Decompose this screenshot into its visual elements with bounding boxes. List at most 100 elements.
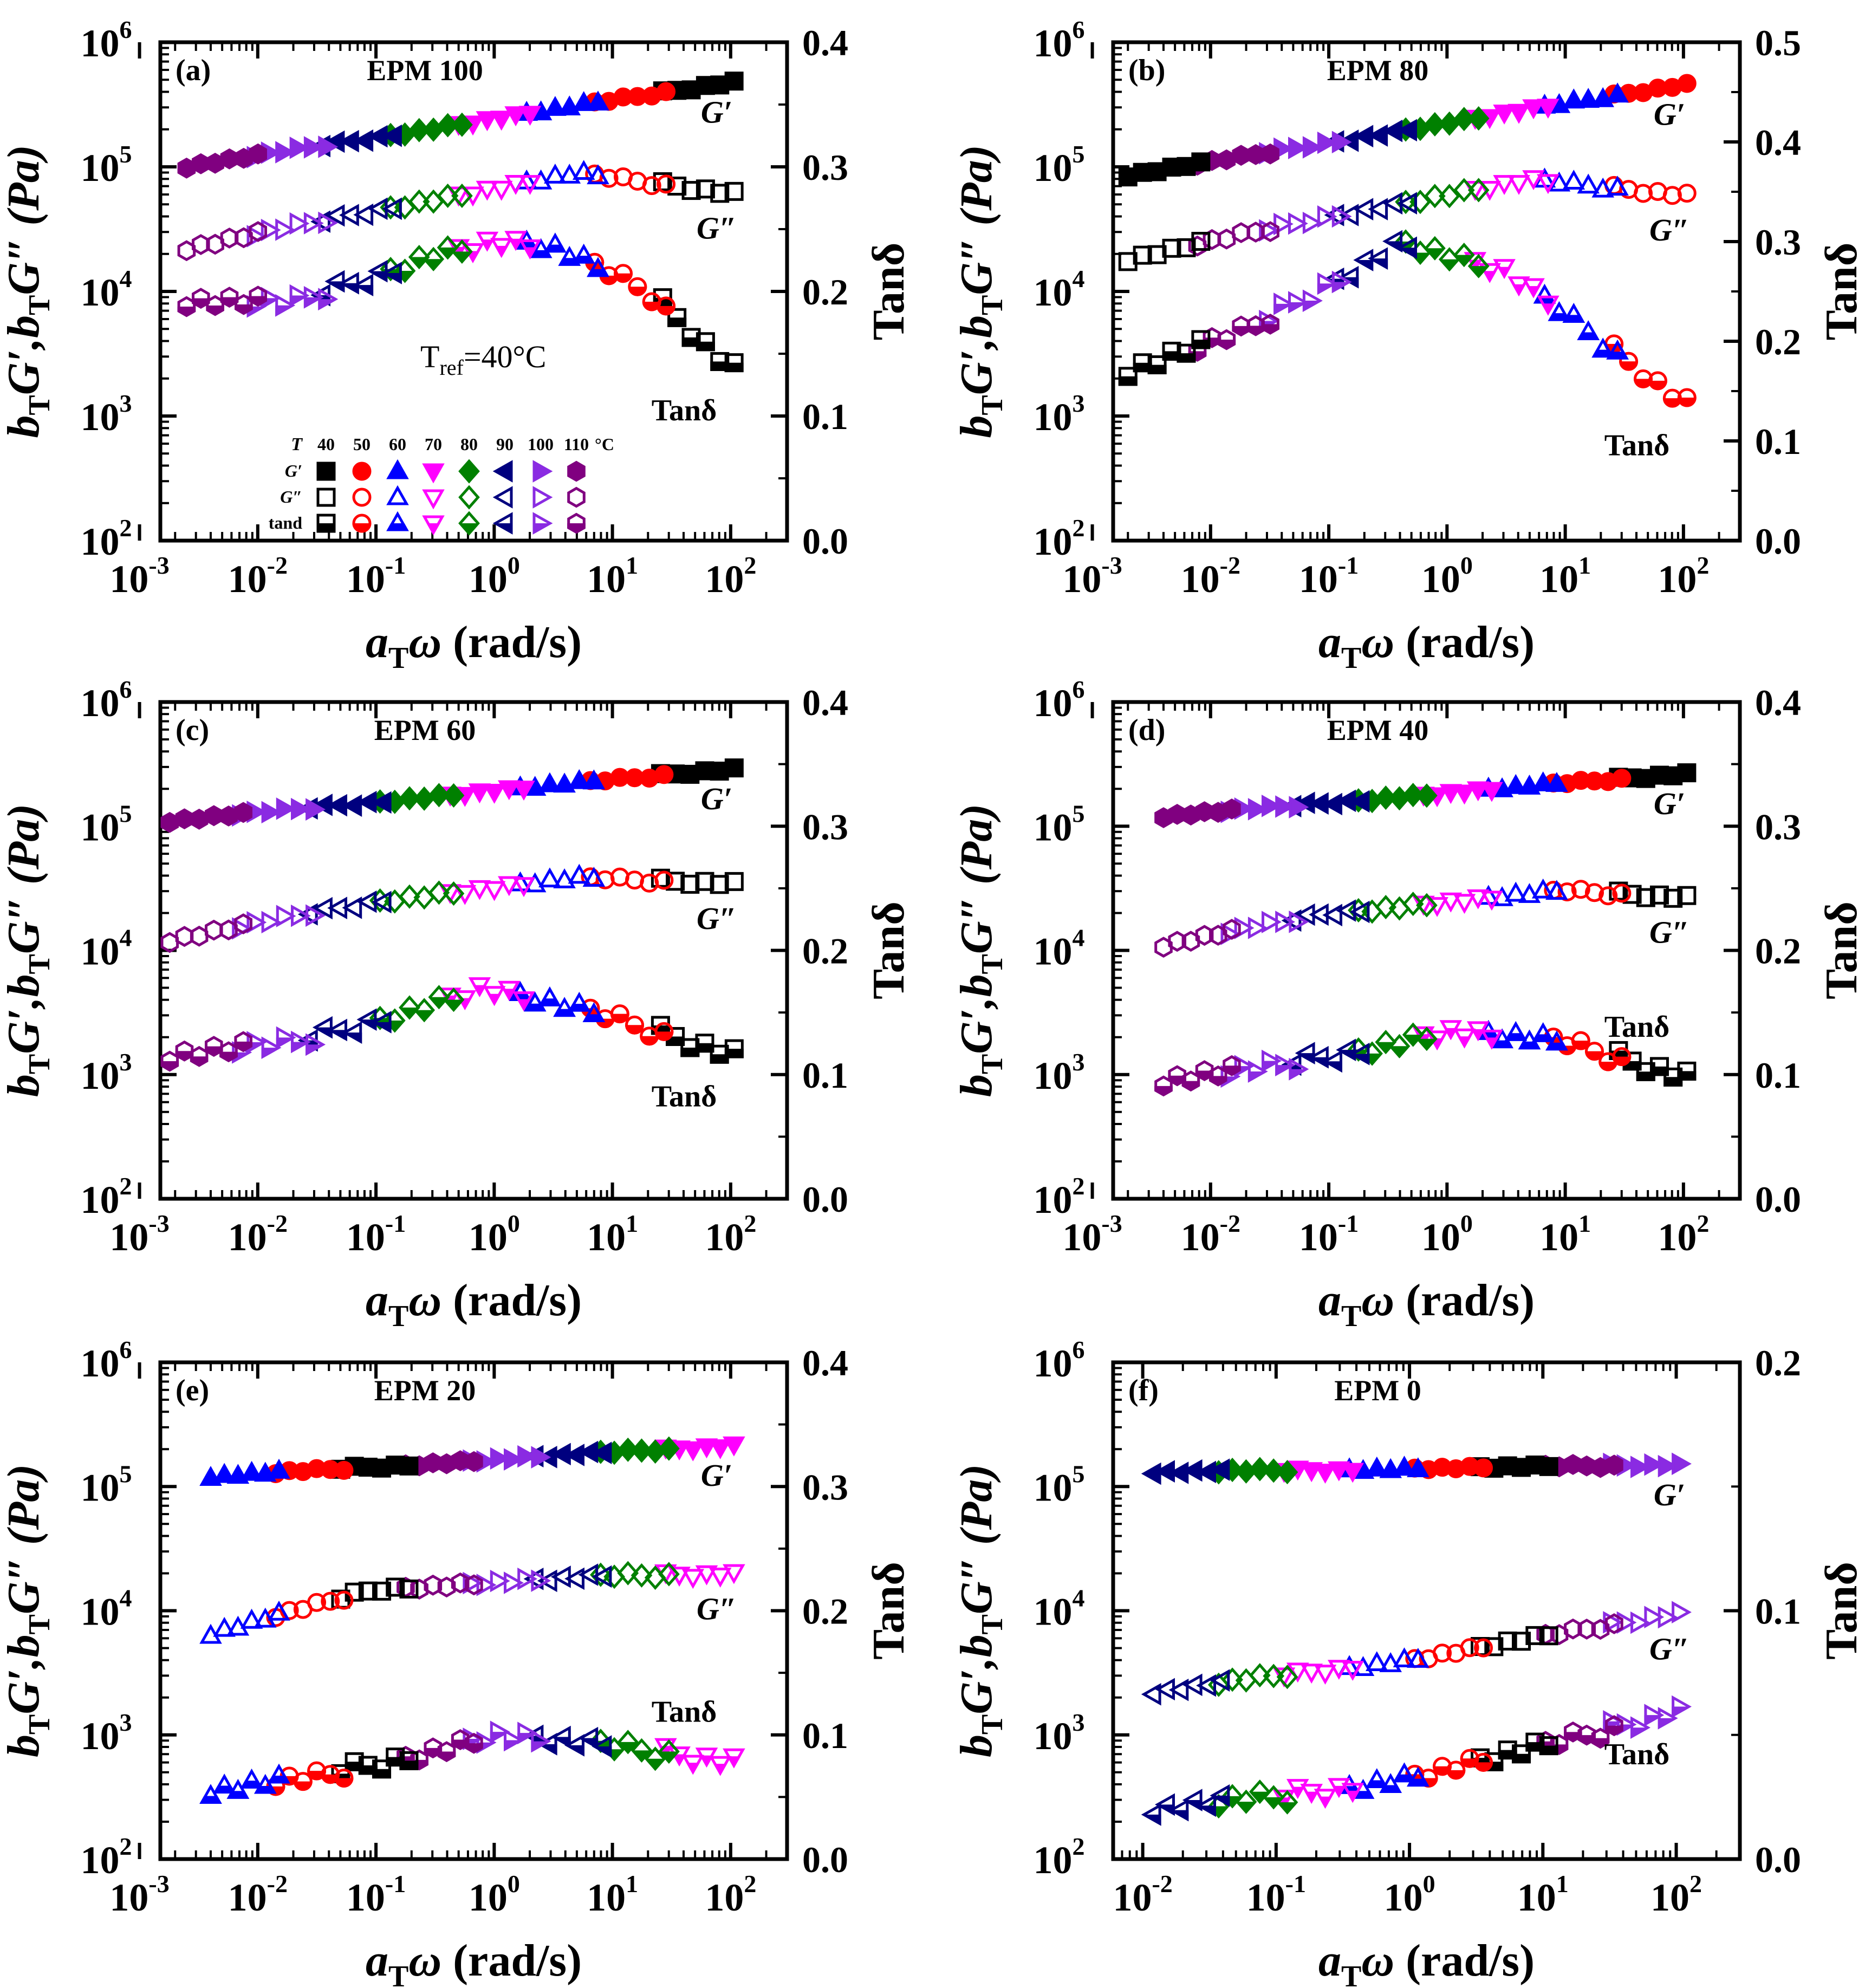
y-axis-label: bTG′,bTG″ (Pa) bbox=[0, 145, 56, 438]
gdoubleprime-point bbox=[358, 1581, 378, 1601]
legend-marker-half-fill bbox=[567, 523, 586, 534]
y2-tick-label: 0.1 bbox=[802, 396, 848, 437]
tandelta-point-half-fill bbox=[1545, 1042, 1568, 1051]
tandelta-point-half-fill bbox=[696, 341, 715, 352]
gprime-point bbox=[1314, 1464, 1337, 1484]
tandelta-point-half-fill bbox=[1275, 1065, 1296, 1076]
gprime-point bbox=[268, 1458, 290, 1479]
gprime-annotation: G′ bbox=[1654, 1477, 1685, 1512]
gdoubleprime-point bbox=[437, 183, 459, 208]
tandelta-point-half-fill bbox=[1562, 315, 1585, 323]
gdoubleprime-point bbox=[382, 197, 402, 220]
tandelta-point-half-fill bbox=[1368, 258, 1388, 270]
gdoubleprime-point bbox=[1649, 885, 1669, 905]
tandelta-point-half-fill bbox=[710, 1054, 729, 1064]
gdoubleprime-point bbox=[1507, 175, 1530, 195]
tandelta-annotation: Tanδ bbox=[652, 394, 717, 427]
x-tick-label: 100 bbox=[1421, 551, 1473, 601]
gprime-point bbox=[512, 781, 535, 801]
gdoubleprime-point bbox=[599, 168, 619, 188]
gprime-point bbox=[582, 769, 606, 790]
tandelta-point-half-fill bbox=[667, 317, 687, 327]
tandelta-point-half-fill bbox=[372, 1769, 392, 1779]
gdoubleprime-point bbox=[1209, 925, 1227, 946]
tandelta-point-half-fill bbox=[1331, 282, 1352, 294]
gprime-point bbox=[1522, 99, 1545, 120]
gprime-point bbox=[205, 805, 223, 827]
tandelta-point-half-fill bbox=[1276, 1802, 1298, 1815]
tandelta-point-half-fill bbox=[307, 1771, 327, 1781]
gprime-point bbox=[592, 1441, 612, 1464]
tandelta-point-half-fill bbox=[727, 1756, 741, 1769]
tandelta-point-half-fill bbox=[160, 1061, 179, 1072]
legend-temp-label: 40 bbox=[317, 434, 335, 454]
gprime-point bbox=[1246, 144, 1265, 165]
tandelta-point-half-fill bbox=[291, 1042, 311, 1054]
gprime-point bbox=[291, 797, 311, 821]
y2-tick-label: 0.4 bbox=[802, 1342, 848, 1383]
y2-tick-label: 0.4 bbox=[1755, 122, 1801, 163]
y-tick-label: 105 bbox=[1034, 1460, 1085, 1509]
gdoubleprime-point bbox=[553, 868, 576, 888]
gprime-point bbox=[1474, 1458, 1493, 1478]
gdoubleprime-point bbox=[1234, 917, 1255, 939]
tandelta-point-half-fill bbox=[1497, 267, 1511, 280]
tandelta-point-half-fill bbox=[1155, 1804, 1175, 1816]
gprime-point bbox=[568, 769, 591, 789]
gdoubleprime-point bbox=[213, 1616, 236, 1637]
gdoubleprime-point bbox=[1314, 1665, 1337, 1685]
gdoubleprime-point bbox=[1168, 1678, 1189, 1701]
legend-marker bbox=[567, 486, 586, 508]
gdoubleprime-point bbox=[667, 177, 687, 196]
tandelta-point-half-fill bbox=[1438, 259, 1460, 272]
tandelta-point-half-fill bbox=[334, 1778, 354, 1788]
gprime-point bbox=[654, 765, 674, 784]
gprime-annotation: G′ bbox=[701, 781, 732, 816]
legend-marker bbox=[422, 489, 445, 510]
x-tick-label: 10-2 bbox=[228, 1870, 288, 1919]
gdoubleprime-point bbox=[590, 1562, 612, 1587]
panel-title: EPM 0 bbox=[1334, 1374, 1421, 1407]
gdoubleprime-point bbox=[443, 881, 465, 906]
tandelta-point-half-fill bbox=[192, 298, 210, 309]
tandelta-point-half-fill bbox=[1168, 1810, 1189, 1822]
gdoubleprime-point bbox=[1368, 198, 1388, 220]
tandelta-point-half-fill bbox=[1564, 1732, 1582, 1743]
gprime-point bbox=[1453, 107, 1475, 132]
gdoubleprime-point bbox=[306, 904, 326, 927]
tandelta-point-half-fill bbox=[710, 361, 730, 371]
tandelta-point-half-fill bbox=[628, 287, 647, 296]
gdoubleprime-point bbox=[1263, 1664, 1285, 1688]
y2-axis-label: Tanδ bbox=[863, 243, 914, 341]
legend-marker bbox=[532, 486, 553, 509]
x-tick-label: 10-3 bbox=[1062, 551, 1122, 601]
legend-temp-label: 90 bbox=[496, 434, 514, 454]
x-axis-label: aTω (rad/s) bbox=[366, 1275, 582, 1333]
gprime-point bbox=[1605, 1454, 1623, 1476]
tandelta-point-half-fill bbox=[1247, 1071, 1268, 1083]
tandelta-point-half-fill bbox=[1663, 1077, 1683, 1087]
tandelta-point-half-fill bbox=[1346, 1790, 1360, 1803]
x-tick-label: 100 bbox=[469, 1870, 520, 1919]
x-tick-label: 102 bbox=[1658, 551, 1709, 601]
gdoubleprime-point bbox=[538, 867, 561, 888]
gprime-point bbox=[1677, 74, 1697, 93]
gdoubleprime-point bbox=[710, 875, 729, 894]
gprime-point bbox=[399, 786, 420, 811]
tandelta-point-half-fill bbox=[399, 1760, 419, 1770]
tandelta-point-half-fill bbox=[437, 247, 459, 260]
tandelta-point-half-fill bbox=[451, 1739, 470, 1750]
tandelta-point-half-fill bbox=[695, 1043, 714, 1053]
gdoubleprime-annotation: G″ bbox=[1649, 1632, 1689, 1667]
gprime-point bbox=[1276, 1460, 1298, 1485]
gdoubleprime-point bbox=[1162, 238, 1181, 258]
x-tick-label: 100 bbox=[469, 551, 520, 601]
gprime-point bbox=[1504, 774, 1528, 794]
tandelta-point-half-fill bbox=[1498, 1750, 1517, 1760]
legend-marker-half-fill bbox=[532, 523, 553, 535]
gdoubleprime-point bbox=[476, 180, 499, 201]
gdoubleprime-point bbox=[695, 872, 714, 891]
panel-c: 10-3 10-2 10-1 100 101 102 102 103 104 105 106 0.0 0… bbox=[0, 675, 914, 1333]
tandelta-point-half-fill bbox=[1249, 1791, 1271, 1804]
gdoubleprime-point bbox=[568, 863, 591, 884]
